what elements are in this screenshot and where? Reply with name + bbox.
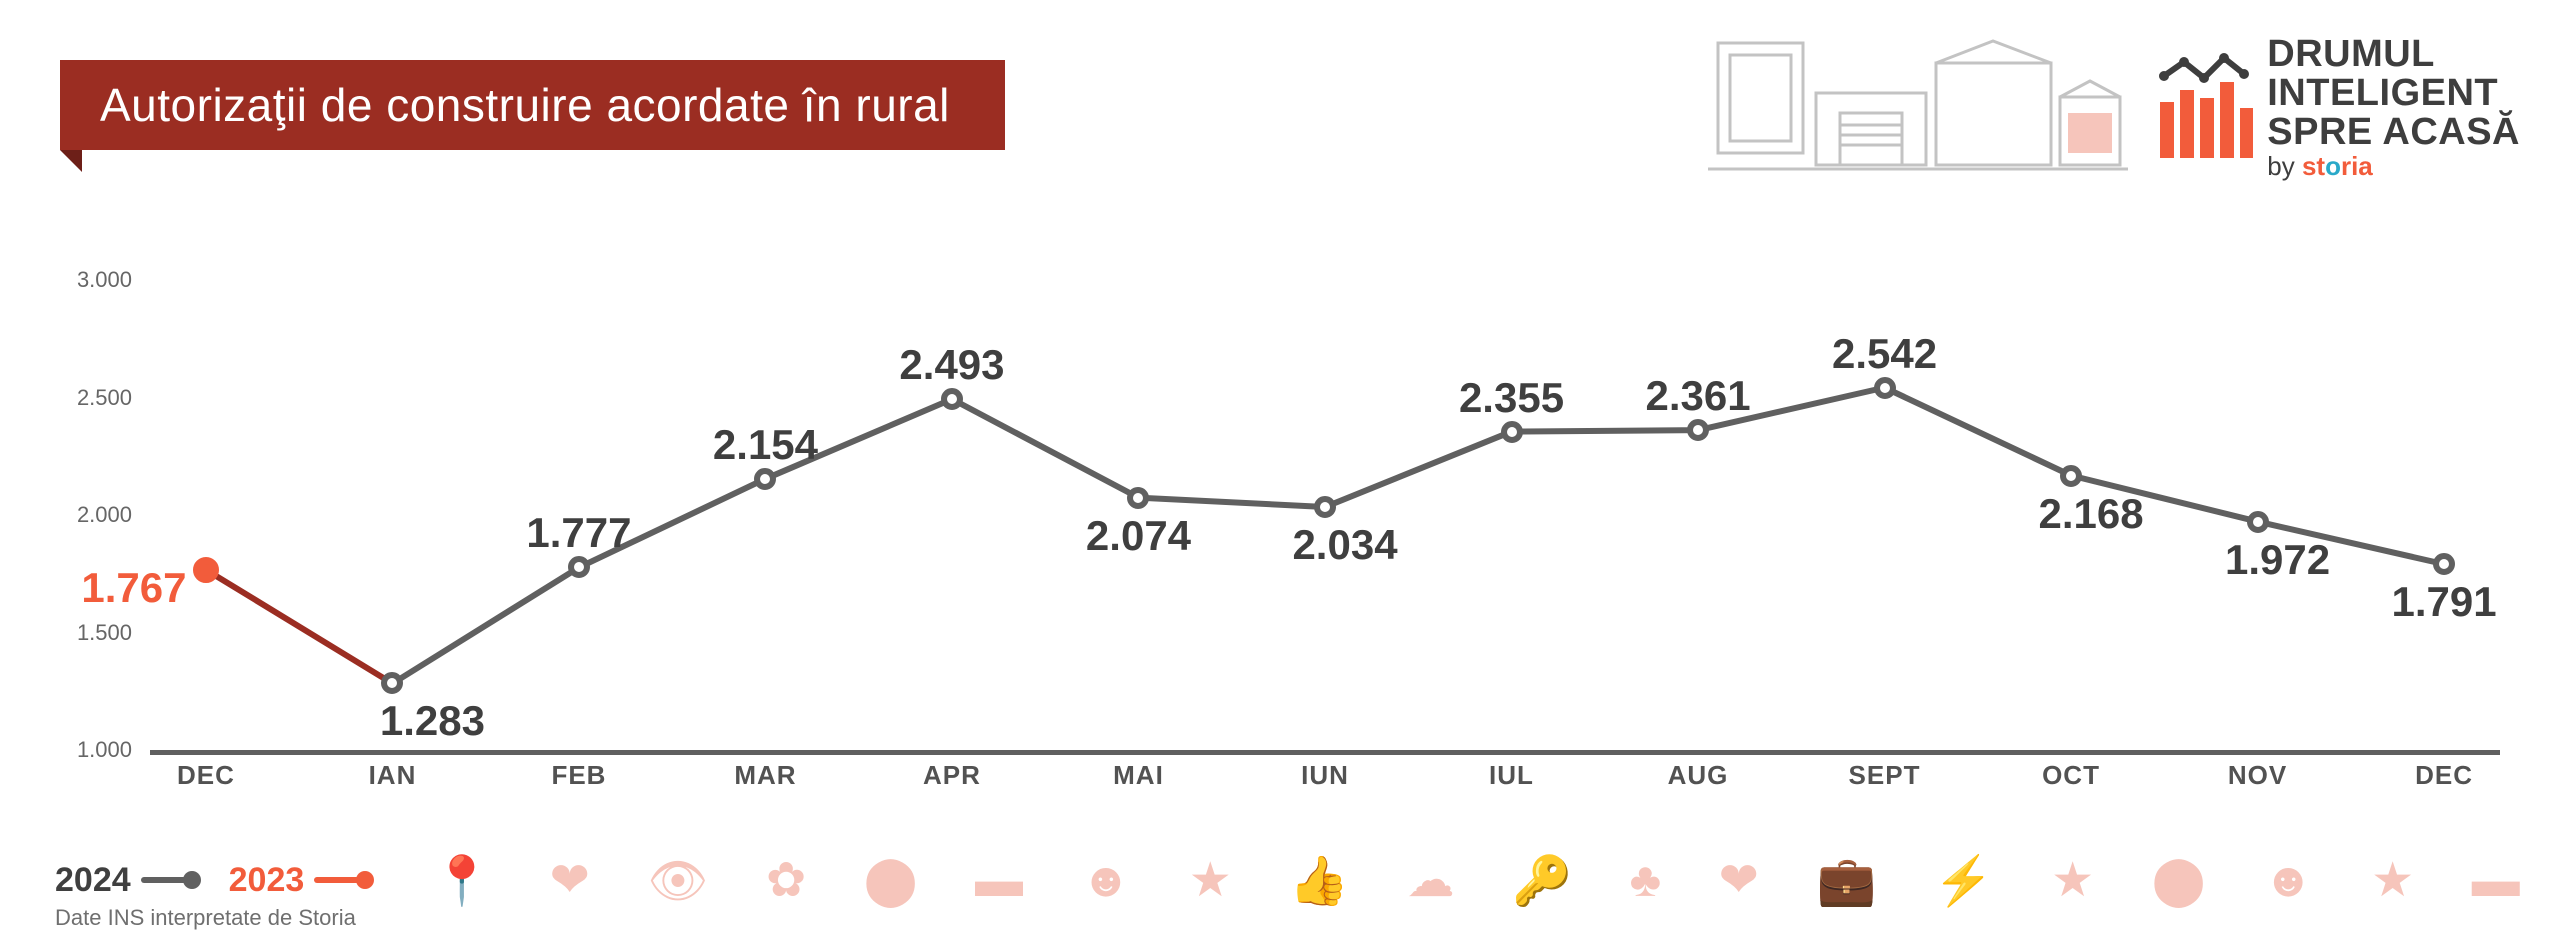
plot-area: 1.7671.2831.7772.1542.4932.0742.0342.355… xyxy=(150,280,2500,755)
brand-line1: DRUMUL xyxy=(2267,35,2520,74)
value-label: 2.154 xyxy=(713,421,818,469)
legend-swatch-2023 xyxy=(314,877,372,883)
data-point xyxy=(568,556,590,578)
data-point xyxy=(941,388,963,410)
value-label: 1.791 xyxy=(2391,578,2496,626)
data-point xyxy=(1687,419,1709,441)
data-point xyxy=(754,468,776,490)
x-tick: DEC xyxy=(177,760,235,791)
value-label: 1.283 xyxy=(380,697,485,745)
strip-icon: ▬ xyxy=(975,853,1023,908)
legend: 2024 2023 xyxy=(55,861,372,900)
strip-icon: ⚡ xyxy=(1934,852,1994,909)
x-tick: OCT xyxy=(2042,760,2100,791)
brand-line3: SPRE ACASĂ xyxy=(2267,113,2520,152)
data-point xyxy=(381,672,403,694)
strip-icon: ★ xyxy=(2051,852,2094,908)
value-label: 2.361 xyxy=(1645,372,1750,420)
value-label: 2.074 xyxy=(1086,512,1191,560)
data-point xyxy=(1314,496,1336,518)
x-tick: NOV xyxy=(2228,760,2287,791)
x-tick: AUG xyxy=(1668,760,1729,791)
y-axis: 1.0001.5002.0002.5003.000 xyxy=(30,280,150,800)
legend-item-2024: 2024 xyxy=(55,861,199,900)
value-label: 2.355 xyxy=(1459,374,1564,422)
strip-icon: ⬤ xyxy=(2152,852,2206,908)
y-tick: 3.000 xyxy=(30,267,132,293)
strip-icon: ⬤ xyxy=(864,852,918,908)
x-tick: APR xyxy=(923,760,981,791)
houses-illustration xyxy=(1708,35,2128,175)
data-point xyxy=(2060,465,2082,487)
strip-icon: 👍 xyxy=(1289,852,1349,909)
strip-icon: ☁ xyxy=(1407,852,1455,908)
value-label: 1.777 xyxy=(526,509,631,557)
strip-icon: ♣ xyxy=(1630,853,1662,908)
value-label: 2.493 xyxy=(899,341,1004,389)
legend-swatch-2024 xyxy=(141,877,199,883)
legend-label: 2023 xyxy=(229,861,305,900)
value-label: 2.034 xyxy=(1292,521,1397,569)
value-label: 1.972 xyxy=(2225,536,2330,584)
data-point xyxy=(1501,421,1523,443)
strip-icon: ★ xyxy=(2371,852,2414,908)
brand-logo: DRUMUL INTELIGENT SPRE ACASĂ by storia xyxy=(2158,35,2520,180)
legend-label: 2024 xyxy=(55,861,131,900)
x-tick: SEPT xyxy=(1849,760,1921,791)
strip-icon: ▬ xyxy=(2472,853,2520,908)
line-chart: 1.0001.5002.0002.5003.000 1.7671.2831.77… xyxy=(30,280,2530,800)
y-tick: 1.500 xyxy=(30,620,132,646)
title-banner: Autorizaţii de construire acordate în ru… xyxy=(60,60,1005,150)
strip-icon: ☻ xyxy=(2263,853,2314,908)
strip-icon: 📍 xyxy=(432,852,492,909)
data-point xyxy=(2247,511,2269,533)
x-tick: DEC xyxy=(2415,760,2473,791)
strip-icon: 💼 xyxy=(1816,852,1876,909)
strip-icon: ❤ xyxy=(550,852,590,908)
brand-bars-icon xyxy=(2158,52,2253,162)
infographic-root: Autorizaţii de construire acordate în ru… xyxy=(0,0,2560,948)
brand-byline: by storia xyxy=(2267,153,2520,180)
data-point xyxy=(1874,377,1896,399)
data-point-start xyxy=(193,557,219,583)
data-point xyxy=(1127,487,1149,509)
x-tick: FEB xyxy=(551,760,606,791)
data-source-note: Date INS interpretate de Storia xyxy=(55,905,356,931)
x-tick: IAN xyxy=(369,760,417,791)
x-tick: IUL xyxy=(1489,760,1534,791)
x-tick: MAR xyxy=(734,760,796,791)
decorative-icon-strip: 📍 ❤ 👁 ✿ ⬤ ▬ ☻ ★ 👍 ☁ 🔑 ♣ ❤ 💼 ⚡ ★ ⬤ ☻ ★ ▬ xyxy=(402,852,2530,909)
footer: 2024 2023 📍 ❤ 👁 ✿ ⬤ ▬ ☻ ★ 👍 ☁ 🔑 ♣ ❤ 💼 ⚡ ★ ⬤ ☻ ★ ▬ xyxy=(55,840,2530,920)
data-point xyxy=(2433,553,2455,575)
value-label: 1.767 xyxy=(81,564,186,612)
brand-line2: INTELIGENT xyxy=(2267,74,2520,113)
logo-block: DRUMUL INTELIGENT SPRE ACASĂ by storia xyxy=(1708,35,2520,180)
strip-icon: ❤ xyxy=(1719,852,1759,908)
y-tick: 1.000 xyxy=(30,737,132,763)
value-label: 2.168 xyxy=(2038,490,2143,538)
x-tick: MAI xyxy=(1113,760,1164,791)
strip-icon: 🔑 xyxy=(1512,852,1572,909)
y-tick: 2.000 xyxy=(30,502,132,528)
strip-icon: ✿ xyxy=(766,852,806,908)
y-tick: 2.500 xyxy=(30,385,132,411)
strip-icon: ☻ xyxy=(1081,853,1132,908)
brand-text: DRUMUL INTELIGENT SPRE ACASĂ by storia xyxy=(2267,35,2520,180)
title-text: Autorizaţii de construire acordate în ru… xyxy=(100,78,950,132)
value-label: 2.542 xyxy=(1832,330,1937,378)
x-axis: DEC IAN FEB MAR APR MAI IUN IUL AUG SEPT OCT NOV DEC xyxy=(150,760,2500,800)
x-tick: IUN xyxy=(1301,760,1349,791)
strip-icon: ★ xyxy=(1189,852,1232,908)
legend-item-2023: 2023 xyxy=(229,861,373,900)
strip-icon: 👁 xyxy=(647,852,708,909)
